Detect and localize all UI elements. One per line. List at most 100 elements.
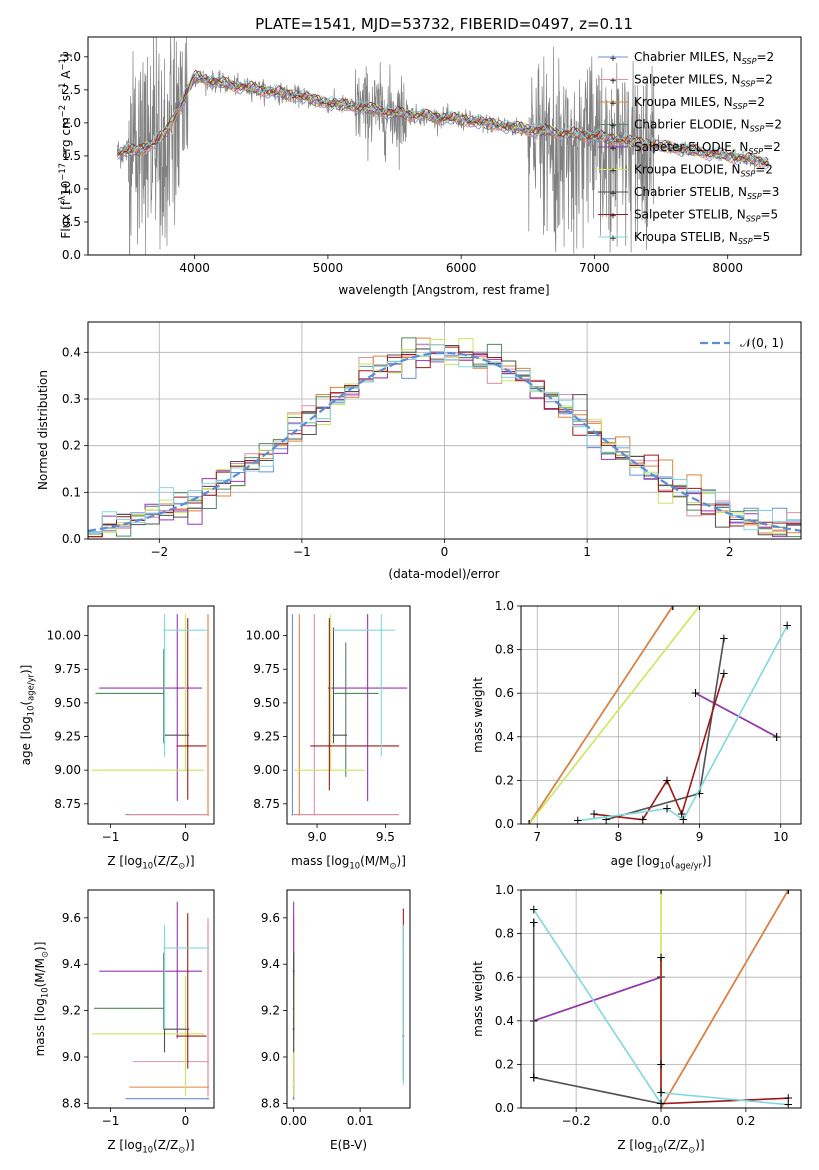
- y-tick-label: 9.75: [253, 662, 280, 676]
- weight-marker: +: [662, 802, 672, 816]
- y-tick-label: 1.0: [62, 182, 81, 196]
- x-axis-label: E(B-V): [330, 1138, 367, 1152]
- axes-frame: [87, 36, 802, 256]
- label-part: SSP: [742, 57, 757, 66]
- label-part: ⊙: [40, 951, 50, 958]
- legend-label: Chabrier STELIB, NSSP=3: [634, 185, 779, 201]
- weight-line: [695, 692, 778, 738]
- y-tick-label: 1.0: [495, 599, 514, 613]
- y-tick-label: 8.75: [253, 797, 280, 811]
- weight-marker: +: [656, 951, 666, 965]
- y-tick-label: 1.0: [495, 883, 514, 897]
- label-part: SSP: [738, 237, 753, 246]
- x-tick-label: −1: [293, 545, 311, 559]
- axes-age-vs-Z: −1 0 8.75 9.00 9.25 9.50 9.75 10.00: [47, 629, 190, 844]
- y-tick-label: 9.00: [253, 763, 280, 777]
- y-tick-label: 9.4: [62, 957, 81, 971]
- data-point: [313, 813, 316, 816]
- legend-marker: +: [609, 99, 617, 109]
- x-tick-label: 8: [615, 830, 623, 844]
- y-tick-label: 9.50: [253, 696, 280, 710]
- weight-marker: +: [719, 667, 729, 681]
- label-part: SSP: [741, 80, 756, 89]
- x-tick-label: 7000: [579, 261, 610, 275]
- label-part: ]: [59, 53, 73, 58]
- x-tick-label: 9: [696, 830, 704, 844]
- legend-marker: +: [609, 234, 617, 244]
- x-axis-label: (data-model)/error: [388, 567, 499, 581]
- weight-marker: +: [524, 817, 534, 831]
- y-tick-label: 0.2: [495, 1057, 514, 1071]
- label-part: 10: [26, 706, 36, 717]
- x-axis-label: Z [log10(Z/Z⊙)]: [617, 1138, 704, 1155]
- age-vs-mass-plot: [291, 614, 408, 816]
- y-tick-label: 0.0: [495, 817, 514, 831]
- weight-marker: +: [529, 903, 539, 917]
- model-spectrum-line: [117, 73, 769, 165]
- weight-marker: +: [638, 813, 648, 827]
- y-axis-label: mass weight: [471, 677, 485, 753]
- data-point: [402, 946, 405, 949]
- legend-marker: +: [609, 122, 617, 132]
- weight-line: [593, 673, 725, 821]
- data-point: [329, 769, 332, 772]
- y-tick-label: 8.8: [62, 1096, 81, 1110]
- weight-marker: +: [529, 916, 539, 930]
- data-point: [292, 1028, 295, 1031]
- y-tick-label: 9.0: [62, 1050, 81, 1064]
- weight-line: [533, 909, 789, 1107]
- weight-marker: +: [690, 686, 700, 700]
- legend-label: 𝒩(0, 1): [740, 336, 784, 350]
- weight-marker: +: [783, 1098, 793, 1112]
- label-part: =3: [762, 185, 780, 199]
- label-part: =2: [747, 95, 765, 109]
- y-tick-label: 3.0: [62, 50, 81, 64]
- gaussian-curve: [88, 351, 801, 532]
- weight-marker: +: [772, 730, 782, 744]
- label-part: )]: [185, 854, 194, 868]
- age-vs-Z-plot: [91, 614, 210, 816]
- label-part: age [log: [19, 716, 33, 765]
- label-part: ⊙: [178, 861, 185, 871]
- legend-label: Kroupa STELIB, NSSP=5: [634, 230, 770, 246]
- label-part: )]: [33, 942, 47, 951]
- axes-weight-vs-age: 7 8 9 10 0.0 0.2 0.4 0.6 0.8 1.0: [495, 599, 801, 844]
- mass-vs-Z-plot: [91, 901, 210, 1100]
- weight-marker: +: [656, 1086, 666, 1100]
- y-tick-label: 0.2: [62, 439, 81, 453]
- x-tick-label: 4000: [179, 261, 210, 275]
- weight-line: [660, 957, 789, 1105]
- y-tick-label: 1.5: [62, 149, 81, 163]
- spectrum-plot: [116, 37, 770, 255]
- weight-marker: +: [656, 1057, 666, 1071]
- y-tick-label: 0.6: [495, 970, 514, 984]
- y-tick-label: 0.0: [62, 248, 81, 262]
- label-part: ⊙: [688, 1145, 695, 1155]
- label-part: Kroupa MILES, N: [634, 95, 733, 109]
- weight-line: [577, 625, 788, 822]
- x-tick-label: 0.01: [347, 1114, 374, 1128]
- axes-mass-vs-Z: −1 0 8.8 9.0 9.2 9.4 9.6: [62, 911, 189, 1128]
- x-tick-label: 9.5: [376, 830, 395, 844]
- y-tick-label: 0.4: [62, 345, 81, 359]
- label-part: 10: [59, 181, 73, 196]
- label-part: =2: [755, 163, 773, 177]
- label-part: (Z/Z: [663, 1138, 688, 1152]
- x-axis-label: wavelength [Angstrom, rest frame]: [338, 283, 549, 297]
- label-part: Z [log: [617, 1138, 652, 1152]
- x-axis-label: mass [log10(M/M⊙)]: [291, 854, 406, 871]
- weight-marker: +: [668, 599, 678, 613]
- axes-frame: [87, 321, 802, 540]
- weight-marker: +: [529, 1070, 539, 1084]
- y-tick-label: 9.75: [54, 662, 81, 676]
- x-tick-label: 8000: [712, 261, 743, 275]
- weight-line: [532, 922, 662, 1105]
- label-part: =2: [755, 73, 773, 87]
- label-part: )]: [185, 1138, 194, 1152]
- label-part: SSP: [741, 170, 756, 179]
- weight-marker: +: [695, 786, 705, 800]
- x-axis-label: Z [log10(Z/Z⊙)]: [107, 854, 194, 871]
- label-part: age/yr: [26, 673, 36, 700]
- weight-marker: +: [695, 599, 705, 613]
- label-part: 10: [652, 1145, 663, 1155]
